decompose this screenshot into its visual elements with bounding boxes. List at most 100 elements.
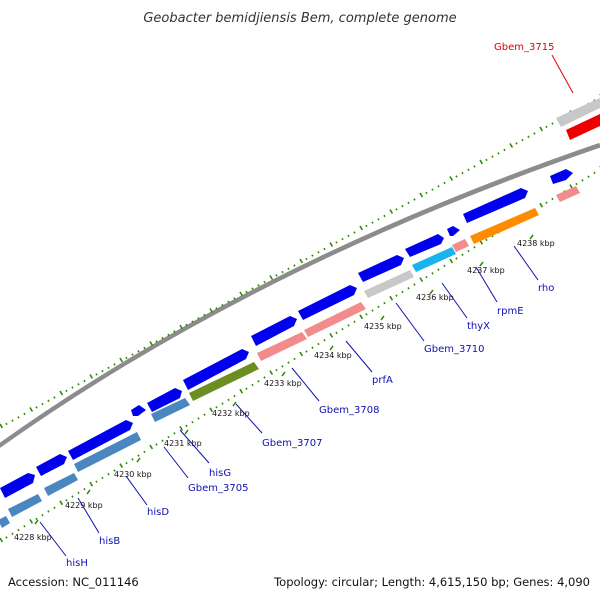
gene-box-hisG[interactable]	[151, 398, 190, 422]
gene-label-Gbem_3708[interactable]: Gbem_3708	[291, 367, 379, 416]
gene-box-hisB[interactable]	[8, 494, 42, 517]
kbp-tick: 4238 kbp	[517, 234, 555, 248]
track-dot	[419, 277, 424, 283]
track-dot	[233, 394, 236, 398]
gene-box-Gbem_3715-gray[interactable]	[556, 98, 600, 127]
track-dot	[35, 406, 38, 409]
track-dot	[167, 435, 170, 439]
track-dot	[53, 506, 56, 509]
svg-text:prfA: prfA	[372, 375, 393, 386]
track-dot	[221, 303, 224, 307]
svg-text:4232 kbp: 4232 kbp	[212, 409, 250, 418]
track-dot	[227, 300, 230, 304]
gene-box-prfA[interactable]	[304, 302, 366, 337]
kbp-tick: 4230 kbp	[114, 457, 152, 479]
gene-label-hisG[interactable]: hisG	[179, 429, 231, 479]
gene-label-rho[interactable]: rho	[513, 245, 554, 294]
track-dot	[359, 314, 364, 320]
track-dot	[209, 407, 214, 413]
gene-box-Gbem_3705[interactable]	[74, 432, 141, 472]
gene-arrow[interactable]	[463, 188, 528, 223]
track-dot	[443, 181, 446, 185]
gene-label-Gbem_3715[interactable]: Gbem_3715	[494, 42, 574, 94]
gene-arrow[interactable]	[405, 234, 444, 257]
gene-arrow[interactable]	[298, 285, 357, 320]
track-dot	[317, 342, 320, 346]
track-dot	[149, 341, 154, 346]
track-dot	[113, 363, 116, 366]
track-dot	[131, 353, 134, 356]
gene-label-rpmE[interactable]: rpmE	[475, 266, 524, 317]
gene-labels: hisH hisB hisD Gbem_3705 hisG Gbem_3707 …	[39, 42, 574, 569]
kbp-tick: 4235 kbp	[364, 315, 402, 331]
track-dot	[407, 287, 410, 290]
svg-text:4234 kbp: 4234 kbp	[314, 351, 352, 360]
gene-box-Gbem_3710[interactable]	[364, 270, 414, 298]
gene-label-Gbem_3710[interactable]: Gbem_3710	[395, 302, 484, 355]
gene-label-hisH[interactable]: hisH	[39, 521, 88, 569]
track-dot	[341, 327, 344, 331]
track-dot	[269, 275, 274, 280]
gene-arrow[interactable]	[183, 349, 249, 390]
gene-arrow[interactable]	[550, 169, 573, 184]
svg-text:rho: rho	[538, 283, 554, 294]
track-dot	[185, 323, 188, 327]
track-dot	[503, 148, 506, 152]
track-dot	[491, 155, 494, 158]
gene-label-prfA[interactable]: prfA	[345, 340, 393, 386]
track-dot	[437, 185, 440, 188]
track-dot	[125, 356, 128, 360]
gene-box-hisD[interactable]	[44, 473, 78, 496]
track-dot	[545, 125, 548, 129]
track-dot	[113, 469, 116, 472]
track-dot	[251, 287, 254, 290]
gene-arrow[interactable]	[36, 454, 67, 476]
track-dot	[53, 396, 56, 399]
gene-arrow[interactable]	[358, 255, 404, 282]
track-dot	[317, 251, 320, 254]
gene-arrow[interactable]	[131, 405, 146, 416]
gene-box-rho[interactable]	[470, 208, 539, 244]
gene-box[interactable]	[556, 186, 580, 202]
gene-label-hisD[interactable]: hisD	[125, 475, 169, 518]
track-dot	[257, 380, 260, 383]
track-dot	[299, 258, 304, 264]
gene-box-hisH[interactable]	[0, 516, 10, 528]
track-dot	[389, 295, 394, 301]
track-dot	[23, 525, 26, 528]
track-dot	[353, 231, 356, 234]
track-dot	[299, 351, 304, 357]
gene-box-Gbem_3707[interactable]	[189, 362, 259, 401]
track-dot	[251, 383, 254, 387]
gene-arrow[interactable]	[447, 226, 460, 236]
gene-label-thyX[interactable]: thyX	[441, 282, 490, 332]
gene-box-thyX[interactable]	[412, 247, 456, 272]
track-dot	[329, 242, 334, 247]
track-dot	[161, 439, 164, 442]
track-dot	[65, 389, 68, 393]
gene-arrow[interactable]	[68, 420, 133, 460]
gene-label-hisB[interactable]: hisB	[77, 497, 120, 547]
svg-text:Gbem_3708: Gbem_3708	[319, 405, 379, 416]
track-dot	[353, 320, 356, 323]
gene-label-Gbem_3705[interactable]: Gbem_3705	[163, 446, 248, 494]
gene-label-Gbem_3707[interactable]: Gbem_3707	[235, 403, 322, 449]
gene-box-Gbem_3708[interactable]	[257, 332, 307, 361]
track-dot	[527, 135, 530, 139]
gene-arrow[interactable]	[0, 473, 35, 498]
gene-box-Gbem_3715[interactable]	[566, 114, 600, 140]
gene-arrow[interactable]	[147, 388, 182, 412]
track-dot	[383, 214, 386, 218]
track-dot	[0, 423, 4, 429]
gene-arrow[interactable]	[251, 316, 297, 346]
track-dot	[107, 473, 110, 476]
track-dot	[467, 249, 470, 253]
track-dot	[29, 518, 34, 524]
gene-box-rpmE[interactable]	[452, 239, 469, 252]
track-dot	[449, 176, 454, 181]
svg-text:4228 kbp: 4228 kbp	[14, 533, 52, 542]
track-dot	[365, 224, 368, 228]
track-dot	[173, 432, 176, 435]
svg-text:hisH: hisH	[66, 558, 88, 569]
track-dot	[581, 179, 584, 182]
